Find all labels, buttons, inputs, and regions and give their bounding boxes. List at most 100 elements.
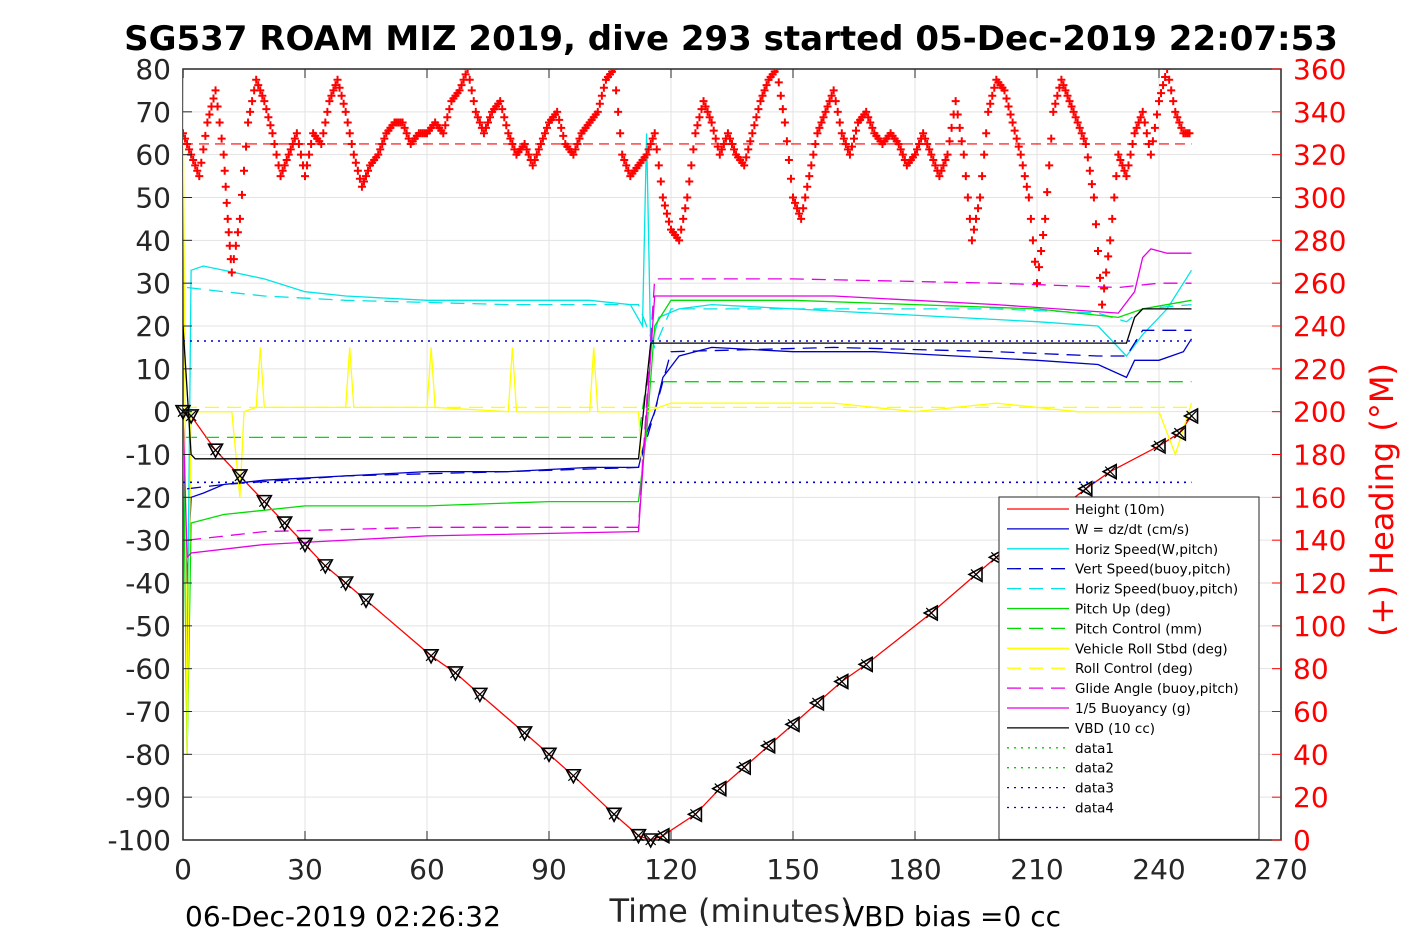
heading-marker bbox=[502, 121, 511, 130]
heading-marker bbox=[183, 129, 187, 138]
legend-label: Horiz Speed(buoy,pitch) bbox=[1075, 582, 1238, 598]
heading-marker bbox=[829, 86, 838, 95]
heading-marker bbox=[1030, 257, 1039, 266]
heading-marker bbox=[689, 145, 698, 154]
heading-marker bbox=[1016, 150, 1025, 159]
heading-marker bbox=[272, 150, 281, 159]
height-marker-cross bbox=[1186, 410, 1197, 422]
height-marker-cross bbox=[425, 650, 437, 662]
legend-label: Glide Angle (buoy,pitch) bbox=[1075, 681, 1239, 697]
heading-marker bbox=[1130, 129, 1139, 138]
heading-marker bbox=[610, 69, 619, 73]
heading-marker bbox=[762, 81, 771, 90]
heading-marker bbox=[248, 97, 257, 106]
height-marker-cross bbox=[519, 727, 531, 739]
heading-marker bbox=[209, 94, 218, 103]
y-tick-label: -100 bbox=[107, 824, 171, 857]
height-marker bbox=[605, 807, 623, 823]
heading-marker bbox=[575, 134, 584, 143]
heading-marker bbox=[199, 145, 208, 154]
heading-marker bbox=[1087, 180, 1096, 189]
legend-label: Pitch Control (mm) bbox=[1075, 621, 1202, 637]
heading-marker bbox=[687, 161, 696, 170]
heading-marker bbox=[740, 161, 749, 170]
heading-marker bbox=[866, 118, 875, 127]
heading-marker bbox=[772, 69, 781, 73]
heading-marker bbox=[1051, 99, 1060, 108]
heading-marker bbox=[471, 107, 480, 116]
heading-marker bbox=[791, 198, 800, 207]
heading-marker bbox=[894, 139, 903, 148]
heading-marker bbox=[481, 123, 490, 132]
y-tick-label: -70 bbox=[125, 696, 171, 729]
heading-marker bbox=[441, 121, 450, 130]
series-line-horiz-speed-buoy-pitch bbox=[187, 286, 1192, 350]
height-marker-cross bbox=[1173, 427, 1185, 439]
heading-marker bbox=[1004, 102, 1013, 111]
heading-marker bbox=[1045, 161, 1054, 170]
heading-marker bbox=[1035, 263, 1044, 272]
y-tick-label: -90 bbox=[125, 781, 171, 814]
heading-marker bbox=[439, 129, 448, 138]
heading-marker bbox=[1165, 75, 1174, 84]
heading-marker bbox=[837, 129, 846, 138]
heading-marker bbox=[1075, 123, 1084, 132]
heading-marker bbox=[913, 145, 922, 154]
heading-marker bbox=[725, 134, 734, 143]
height-marker-cross bbox=[689, 808, 701, 820]
heading-marker bbox=[522, 145, 531, 154]
heading-marker bbox=[473, 113, 482, 122]
right-axis-label: (+) Heading (°M) bbox=[1363, 363, 1401, 637]
heading-marker bbox=[327, 91, 336, 100]
heading-marker bbox=[1065, 97, 1074, 106]
heading-marker bbox=[703, 107, 712, 116]
heading-marker bbox=[1069, 107, 1078, 116]
height-marker-cross bbox=[1080, 483, 1092, 495]
heading-marker bbox=[1157, 89, 1166, 98]
heading-marker bbox=[1063, 91, 1072, 100]
heading-marker bbox=[268, 129, 277, 138]
heading-marker bbox=[1163, 69, 1172, 73]
legend-label: Pitch Up (deg) bbox=[1075, 602, 1171, 618]
heading-marker bbox=[270, 139, 279, 148]
y-tick-label: 10 bbox=[135, 353, 171, 386]
heading-marker bbox=[921, 134, 930, 143]
right-tick-label: 220 bbox=[1293, 353, 1346, 386]
heading-marker bbox=[1155, 97, 1163, 106]
heading-marker bbox=[553, 107, 562, 116]
heading-marker bbox=[260, 97, 269, 106]
heading-marker bbox=[713, 142, 722, 151]
height-marker-cross bbox=[360, 594, 372, 606]
heading-marker bbox=[569, 150, 578, 159]
x-tick-label: 0 bbox=[174, 853, 192, 886]
heading-marker bbox=[524, 150, 533, 159]
heading-marker bbox=[237, 190, 246, 199]
heading-marker bbox=[213, 102, 222, 111]
right-tick-label: 0 bbox=[1293, 824, 1311, 857]
height-marker bbox=[255, 494, 273, 511]
heading-marker bbox=[839, 134, 848, 143]
heading-marker bbox=[353, 166, 362, 175]
heading-marker bbox=[746, 137, 755, 146]
height-marker bbox=[422, 649, 440, 665]
heading-marker bbox=[845, 150, 854, 159]
heading-marker bbox=[1136, 113, 1145, 122]
heading-marker bbox=[331, 81, 340, 90]
heading-marker bbox=[347, 139, 356, 148]
x-tick-label: 90 bbox=[531, 853, 567, 886]
heading-marker bbox=[1150, 123, 1159, 132]
heading-marker bbox=[644, 145, 653, 154]
heading-marker bbox=[943, 150, 952, 159]
y-tick-label: -20 bbox=[125, 481, 171, 514]
height-marker-cross bbox=[633, 830, 644, 842]
heading-marker bbox=[1098, 300, 1107, 309]
heading-marker bbox=[244, 118, 253, 127]
heading-marker bbox=[1039, 230, 1048, 239]
heading-marker bbox=[1108, 214, 1117, 223]
x-tick-label: 30 bbox=[287, 853, 323, 886]
heading-marker bbox=[1094, 247, 1102, 256]
heading-marker bbox=[925, 145, 934, 154]
heading-marker bbox=[961, 172, 970, 181]
heading-marker bbox=[398, 118, 407, 127]
heading-marker bbox=[662, 209, 671, 218]
